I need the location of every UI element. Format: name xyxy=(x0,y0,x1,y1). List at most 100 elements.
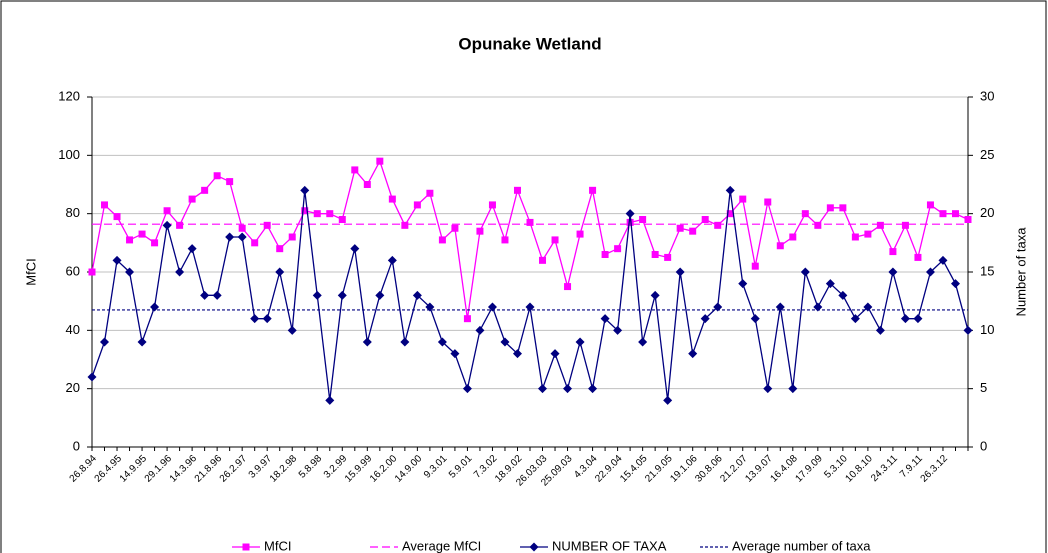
legend-label: MfCI xyxy=(264,538,291,553)
marker xyxy=(388,195,396,203)
y2-axis-label: Number of taxa xyxy=(1013,227,1028,317)
y-axis-label: MfCI xyxy=(23,258,38,285)
marker xyxy=(112,255,122,265)
marker xyxy=(564,283,572,291)
marker xyxy=(437,337,447,347)
marker xyxy=(242,543,250,551)
marker xyxy=(739,195,747,203)
marker xyxy=(926,201,934,209)
marker xyxy=(876,221,884,229)
marker xyxy=(525,302,535,312)
marker xyxy=(513,186,521,194)
marker xyxy=(87,372,97,382)
marker xyxy=(163,207,171,215)
marker xyxy=(751,262,759,270)
marker xyxy=(539,256,547,264)
marker xyxy=(325,395,335,405)
marker xyxy=(101,201,109,209)
marker xyxy=(529,542,539,552)
marker xyxy=(126,236,134,244)
marker xyxy=(839,204,847,212)
marker xyxy=(925,267,935,277)
marker xyxy=(487,302,497,312)
marker xyxy=(413,201,421,209)
marker xyxy=(576,230,584,238)
marker xyxy=(638,337,648,347)
chart-title: Opunake Wetland xyxy=(458,34,601,53)
marker xyxy=(200,290,210,300)
marker xyxy=(500,337,510,347)
marker xyxy=(551,236,559,244)
marker xyxy=(589,186,597,194)
marker xyxy=(600,314,610,324)
marker xyxy=(412,290,422,300)
marker xyxy=(764,198,772,206)
marker xyxy=(287,325,297,335)
marker xyxy=(462,384,472,394)
marker xyxy=(137,337,147,347)
y2-tick-label: 25 xyxy=(980,147,994,162)
marker xyxy=(501,236,509,244)
marker xyxy=(438,236,446,244)
marker xyxy=(726,210,734,218)
marker xyxy=(237,232,247,242)
marker xyxy=(488,201,496,209)
y2-tick-label: 10 xyxy=(980,322,994,337)
marker xyxy=(825,279,835,289)
marker xyxy=(475,325,485,335)
marker xyxy=(750,314,760,324)
marker xyxy=(864,230,872,238)
marker xyxy=(813,302,823,312)
marker xyxy=(150,302,160,312)
marker xyxy=(188,195,196,203)
marker xyxy=(125,267,135,277)
y-tick-label: 60 xyxy=(66,263,80,278)
marker xyxy=(225,232,235,242)
marker xyxy=(789,233,797,241)
marker xyxy=(938,255,948,265)
marker xyxy=(476,227,484,235)
y2-tick-label: 5 xyxy=(980,380,987,395)
marker xyxy=(900,314,910,324)
marker xyxy=(914,253,922,261)
marker xyxy=(714,221,722,229)
y-tick-label: 100 xyxy=(58,147,80,162)
marker xyxy=(676,224,684,232)
marker xyxy=(201,186,209,194)
marker xyxy=(387,255,397,265)
marker xyxy=(451,224,459,232)
marker xyxy=(375,290,385,300)
marker xyxy=(675,267,685,277)
marker xyxy=(262,314,272,324)
marker xyxy=(301,207,309,215)
y-tick-label: 80 xyxy=(66,205,80,220)
marker xyxy=(800,267,810,277)
marker xyxy=(963,325,973,335)
marker xyxy=(575,337,585,347)
marker xyxy=(175,267,185,277)
marker xyxy=(738,279,748,289)
marker xyxy=(275,267,285,277)
marker xyxy=(400,337,410,347)
marker xyxy=(151,239,159,247)
marker xyxy=(650,290,660,300)
marker xyxy=(425,302,435,312)
marker xyxy=(176,221,184,229)
marker xyxy=(701,216,709,223)
marker xyxy=(964,216,972,223)
marker xyxy=(826,204,834,212)
marker xyxy=(338,216,346,223)
marker xyxy=(801,210,809,218)
legend-label: Average MfCI xyxy=(402,538,481,553)
y-tick-label: 40 xyxy=(66,322,80,337)
marker xyxy=(851,233,859,241)
marker xyxy=(251,239,259,247)
marker xyxy=(889,248,897,256)
marker xyxy=(450,349,460,359)
marker xyxy=(351,166,359,174)
marker xyxy=(238,224,246,232)
marker xyxy=(588,384,598,394)
marker xyxy=(288,233,296,241)
marker xyxy=(639,216,647,223)
